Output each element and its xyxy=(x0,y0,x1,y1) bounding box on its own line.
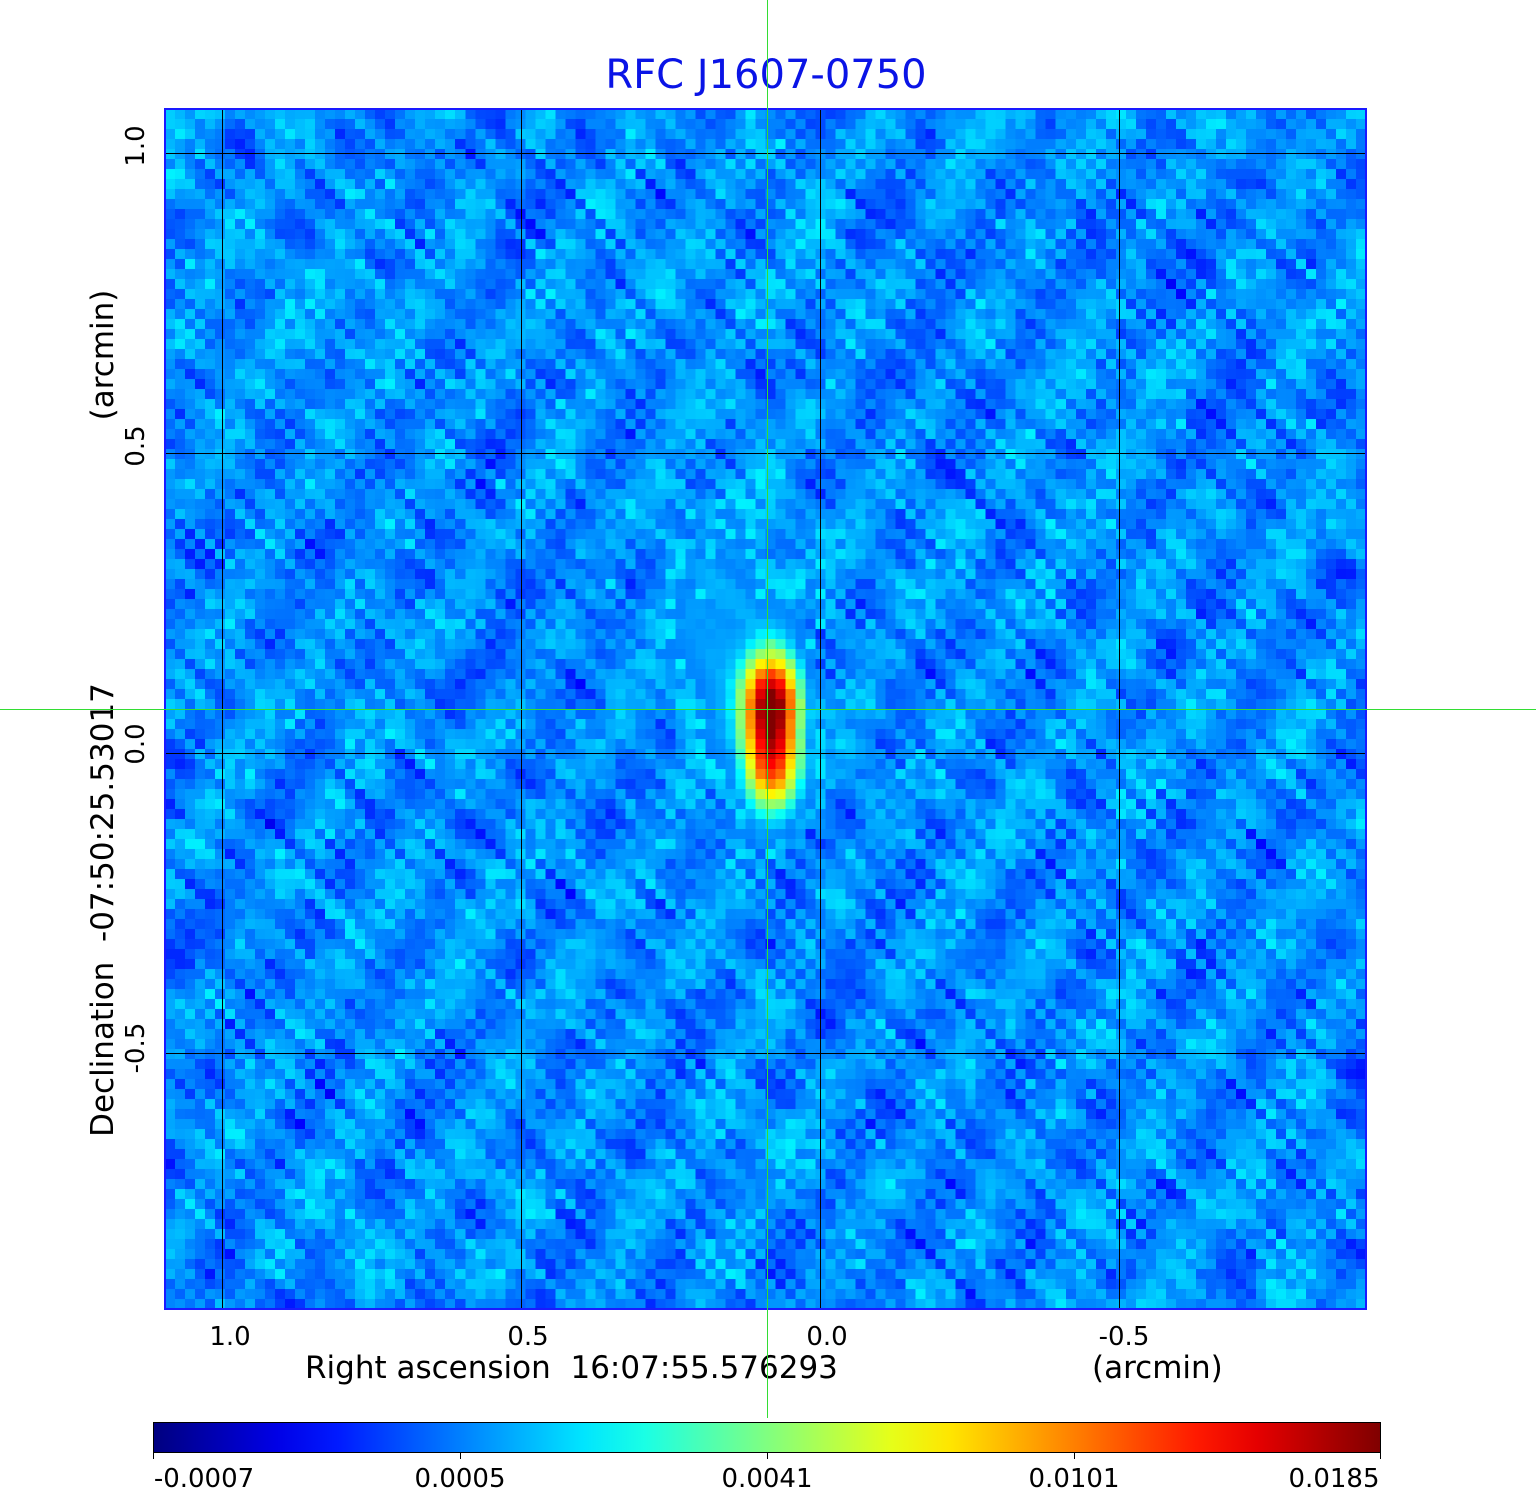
colorbar xyxy=(153,1422,1381,1453)
colorbar-label: 0.0041 xyxy=(721,1464,813,1494)
colorbar-label: 0.0005 xyxy=(414,1464,506,1494)
grid-line-y-1.0 xyxy=(165,153,1366,154)
colorbar-tick xyxy=(1380,1453,1381,1459)
x-tick-label: 1.0 xyxy=(209,1322,251,1352)
x-axis-label: Right ascension 16:07:55.576293 xyxy=(305,1350,838,1386)
crosshair-horizontal xyxy=(0,709,1536,710)
x-tick-label: 0.5 xyxy=(507,1322,549,1352)
colorbar-label: 0.0185 xyxy=(1288,1464,1380,1494)
grid-line-y-0.5 xyxy=(165,453,1366,454)
y-tick-label: 0.5 xyxy=(121,425,151,467)
colorbar-label: -0.0007 xyxy=(153,1464,255,1494)
x-tick-label: 0.0 xyxy=(806,1322,848,1352)
x-axis-unit: (arcmin) xyxy=(1092,1350,1223,1386)
colorbar-tick xyxy=(1074,1453,1075,1459)
grid-line-y--0.5 xyxy=(165,1053,1366,1054)
colorbar-tick xyxy=(153,1453,154,1459)
colorbar-tick xyxy=(767,1453,768,1459)
y-tick-label: 0.0 xyxy=(121,723,151,765)
y-axis-label: Declination -07:50:25.53017 xyxy=(85,683,121,1137)
y-tick-label: 1.0 xyxy=(121,125,151,167)
x-tick-label: -0.5 xyxy=(1098,1322,1150,1352)
chart-title: RFC J1607-0750 xyxy=(605,52,927,98)
y-axis-unit: (arcmin) xyxy=(85,289,121,421)
colorbar-label: 0.0101 xyxy=(1028,1464,1120,1494)
grid-line-y-0.0 xyxy=(165,753,1366,754)
y-tick-label: -0.5 xyxy=(121,1022,151,1074)
colorbar-tick xyxy=(460,1453,461,1459)
